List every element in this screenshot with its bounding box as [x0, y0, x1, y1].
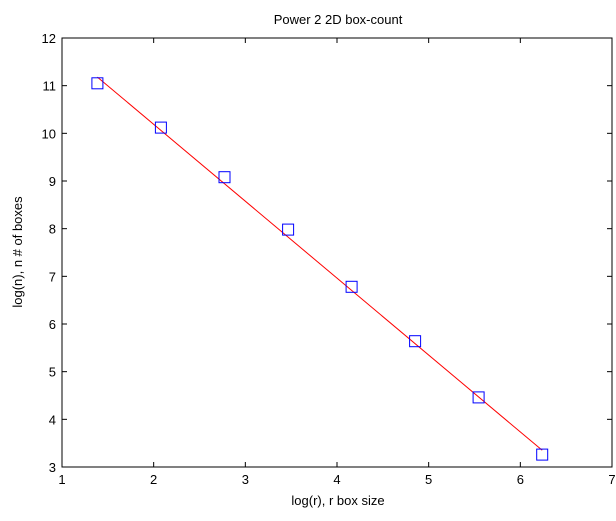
x-tick-label: 2: [150, 472, 157, 487]
y-tick-label: 6: [49, 317, 56, 332]
chart-title: Power 2 2D box-count: [274, 12, 403, 27]
x-tick-label: 4: [333, 472, 340, 487]
series-points: [91, 77, 549, 461]
data-point: [282, 223, 295, 236]
y-axis-label: log(n), n # of boxes: [10, 196, 25, 308]
y-tick-label: 11: [43, 79, 57, 94]
data-point: [218, 171, 231, 184]
y-tick-label: 9: [49, 174, 56, 189]
y-tick-label: 8: [49, 222, 56, 237]
series-lines: [97, 76, 543, 451]
x-tick-label: 3: [242, 472, 249, 487]
tick-marks: [61, 37, 613, 468]
plot-area: [61, 37, 613, 468]
x-tick-label: 6: [517, 472, 524, 487]
y-tick-label: 7: [49, 269, 56, 284]
fit-line: [97, 76, 543, 451]
y-tick-label: 10: [42, 126, 56, 141]
x-axis-label: log(r), r box size: [291, 493, 384, 508]
x-tick-labels: 1 2 3 4 5 6 7: [58, 472, 615, 487]
x-tick-label: 7: [608, 472, 615, 487]
y-tick-label: 12: [42, 31, 56, 46]
y-tick-label: 5: [49, 365, 56, 380]
x-tick-label: 5: [425, 472, 432, 487]
y-tick-label: 3: [49, 460, 56, 475]
data-point: [91, 77, 104, 90]
data-point: [409, 335, 422, 348]
x-tick-label: 1: [58, 472, 65, 487]
data-point: [154, 121, 167, 134]
data-point: [345, 280, 358, 293]
y-tick-labels: 3 4 5 6 7 8 9 10 11 12: [42, 31, 56, 475]
data-point: [536, 448, 549, 461]
data-point: [472, 391, 485, 404]
y-tick-label: 4: [49, 412, 56, 427]
